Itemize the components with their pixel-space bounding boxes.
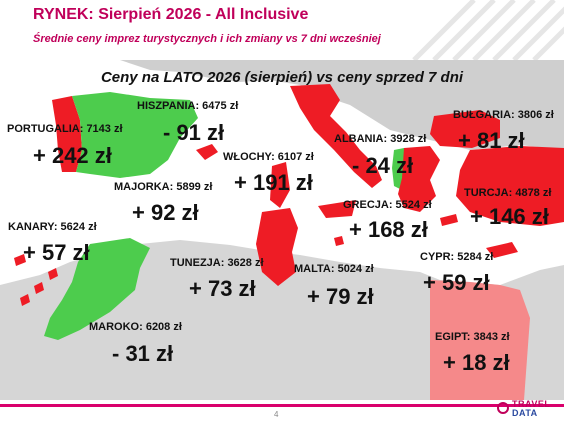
country-egipt — [430, 280, 530, 400]
country-wlochy-sardynia — [270, 162, 290, 208]
country-malta — [334, 236, 344, 246]
change-wlochy: + 191 zł — [234, 170, 313, 195]
change-malta: + 79 zł — [307, 284, 374, 309]
label-majorka: MAJORKA: 5899 zł — [114, 181, 213, 193]
slide-title: RYNEK: Sierpień 2026 - All Inclusive — [33, 6, 309, 23]
label-egipt: EGIPT: 3843 zł — [435, 331, 510, 343]
label-turcja: TURCJA: 4878 zł — [464, 187, 552, 199]
logo-ring-icon — [497, 402, 509, 414]
label-maroko: MAROKO: 6208 zł — [89, 321, 182, 333]
change-hiszpania: - 91 zł — [163, 120, 225, 145]
change-majorka: + 92 zł — [132, 200, 199, 225]
change-egipt: + 18 zł — [443, 350, 510, 375]
country-maroko — [44, 238, 150, 340]
change-albania: - 24 zł — [352, 153, 414, 178]
page-number: 4 — [274, 410, 279, 419]
country-turcja — [456, 146, 564, 226]
country-wlochy-sycylia — [318, 200, 356, 218]
change-bulgaria: + 81 zł — [458, 128, 525, 153]
footer-divider — [0, 404, 564, 407]
label-kanary: KANARY: 5624 zł — [8, 221, 97, 233]
slide-header: RYNEK: Sierpień 2026 - All Inclusive Śre… — [0, 0, 564, 60]
logo-text-data: DATA — [512, 408, 538, 418]
label-tunezja: TUNEZJA: 3628 zł — [170, 257, 264, 269]
label-cypr: CYPR: 5284 zł — [420, 251, 494, 263]
label-malta: MALTA: 5024 zł — [294, 263, 374, 275]
change-maroko: - 31 zł — [112, 341, 174, 366]
logo-text-travel: TRAVEL — [512, 399, 551, 409]
label-hiszpania: HISZPANIA: 6475 zł — [137, 100, 239, 112]
label-portugalia: PORTUGALIA: 7143 zł — [7, 123, 123, 135]
map-land-africa — [0, 240, 564, 400]
country-hiszpania — [72, 92, 198, 178]
change-cypr: + 59 zł — [423, 270, 490, 295]
map-title: Ceny na LATO 2026 (sierpień) vs ceny spr… — [100, 69, 464, 86]
header-stripes-decoration — [412, 0, 564, 60]
mediterranean-map — [0, 60, 564, 400]
label-albania: ALBANIA: 3928 zł — [334, 133, 427, 145]
country-majorka — [196, 144, 218, 160]
country-grecja — [398, 146, 458, 226]
change-portugalia: + 242 zł — [33, 143, 112, 168]
country-portugalia — [52, 96, 82, 172]
change-kanary: + 57 zł — [23, 240, 90, 265]
change-turcja: + 146 zł — [470, 204, 549, 229]
country-bulgaria — [430, 110, 500, 148]
country-cypr — [486, 242, 518, 258]
country-kanary — [14, 254, 58, 306]
label-wlochy: WŁOCHY: 6107 zł — [223, 151, 314, 163]
label-bulgaria: BUŁGARIA: 3806 zł — [453, 109, 554, 121]
country-wlochy — [290, 84, 382, 188]
label-grecja: GRECJA: 5524 zł — [343, 199, 432, 211]
change-grecja: + 168 zł — [349, 217, 428, 242]
country-tunezja — [256, 208, 298, 286]
change-tunezja: + 73 zł — [189, 276, 256, 301]
slide-subtitle: Średnie ceny imprez turystycznych i ich … — [33, 33, 381, 45]
travel-data-logo: TRAVEL DATA — [496, 397, 558, 421]
